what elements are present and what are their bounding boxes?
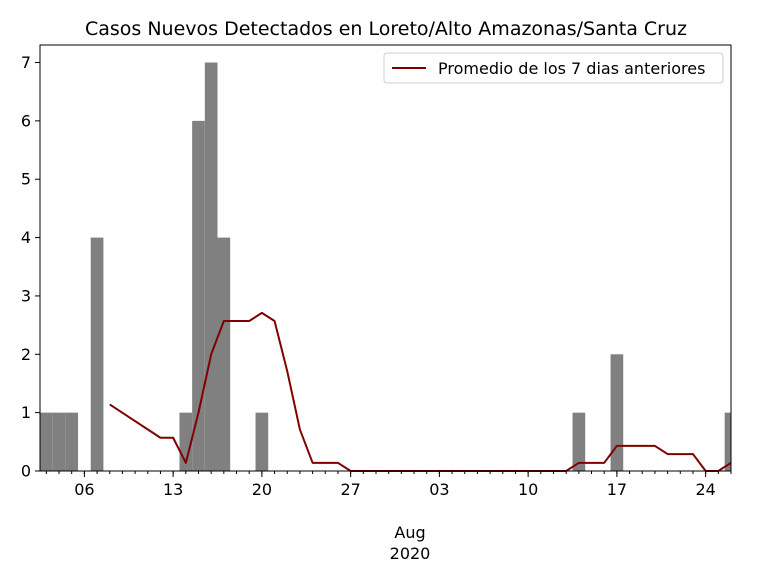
bar: [572, 412, 586, 471]
plot-frame: [39, 44, 732, 472]
bar: [724, 412, 731, 471]
y-tick-label: 2: [21, 345, 31, 364]
bar: [192, 120, 205, 472]
y-tick-label: 5: [21, 170, 31, 189]
chart-title: Casos Nuevos Detectados en Loreto/Alto A…: [85, 18, 687, 40]
y-tick-label: 0: [21, 462, 31, 481]
month-label: Aug: [394, 523, 425, 542]
bar: [255, 412, 269, 471]
legend-box: [383, 52, 724, 84]
y-tick-label: 7: [21, 53, 31, 72]
legend-label: Promedio de los 7 dias anteriores: [438, 59, 705, 78]
bar: [90, 237, 104, 471]
x-tick-label: 27: [340, 480, 360, 499]
y-tick-label: 4: [21, 228, 31, 247]
y-tick-label: 3: [21, 286, 31, 305]
bar: [52, 412, 66, 471]
x-tick-label: 20: [252, 480, 272, 499]
series-line: [109, 311, 732, 472]
y-tick-label: 1: [21, 403, 31, 422]
year-label: 2020: [390, 544, 431, 563]
bar: [65, 412, 79, 471]
y-tick-label: 6: [21, 111, 31, 130]
bar: [217, 237, 231, 471]
line-layer: [109, 311, 732, 472]
x-tick-label: 24: [695, 480, 715, 499]
y-axis: 0 1 2 3 4 5 6 7: [21, 53, 40, 481]
x-tick-label: 10: [518, 480, 538, 499]
x-tick-label: 13: [163, 480, 183, 499]
x-tick-label: 06: [74, 480, 94, 499]
x-axis: 06 13 20 27 03 10 17 24: [45, 471, 732, 499]
x-tick-label: 17: [607, 480, 627, 499]
legend: Promedio de los 7 dias anteriores: [383, 52, 724, 84]
x-tick-label: 03: [429, 480, 449, 499]
bar: [610, 354, 624, 471]
bar: [40, 412, 53, 471]
bar: [204, 62, 218, 472]
